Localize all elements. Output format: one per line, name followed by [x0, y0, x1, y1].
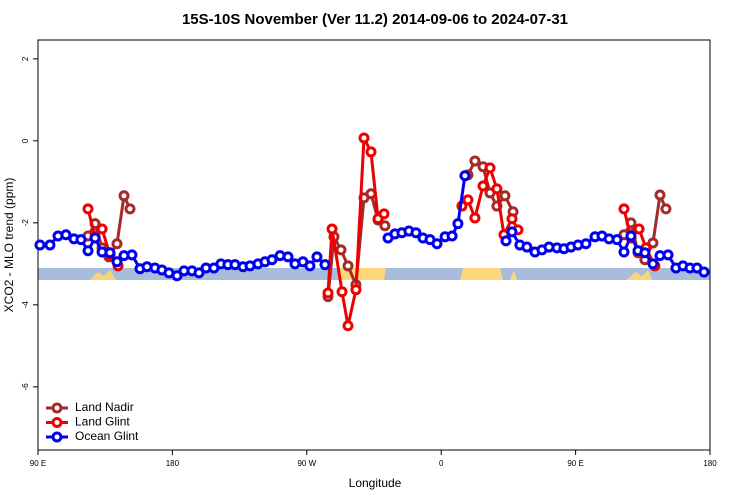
data-point — [477, 180, 489, 192]
data-point — [118, 190, 130, 202]
data-point — [266, 254, 278, 266]
data-point — [662, 249, 674, 261]
data-point — [342, 260, 354, 272]
data-point — [698, 266, 710, 278]
data-point — [44, 239, 56, 251]
data-point — [378, 208, 390, 220]
data-point — [365, 146, 377, 158]
legend-label: Ocean Glint — [75, 429, 139, 443]
data-point — [75, 234, 87, 246]
data-point — [618, 203, 630, 215]
data-point — [506, 226, 518, 238]
data-point — [618, 246, 630, 258]
x-tick-label: 180 — [703, 459, 717, 468]
data-point — [625, 230, 637, 242]
series-line — [86, 132, 657, 327]
data-point — [335, 244, 347, 256]
data-point — [319, 259, 331, 271]
x-tick-label: 0 — [439, 459, 444, 468]
data-point — [639, 247, 651, 259]
data-point — [111, 256, 123, 268]
data-point — [34, 239, 46, 251]
data-point — [431, 238, 443, 250]
y-tick-label: -6 — [21, 383, 30, 391]
data-point — [60, 229, 72, 241]
chart-title: 15S-10S November (Ver 11.2) 2014-09-06 t… — [182, 11, 568, 28]
data-point — [82, 245, 94, 257]
data-point — [484, 162, 496, 174]
y-tick-label: -2 — [21, 219, 30, 227]
data-point — [491, 183, 503, 195]
data-point — [82, 203, 94, 215]
data-point — [499, 190, 511, 202]
data-point — [126, 249, 138, 261]
data-point — [469, 155, 481, 167]
data-point — [580, 238, 592, 250]
data-point — [350, 284, 362, 296]
data-point — [660, 203, 672, 215]
legend-marker — [51, 431, 63, 443]
legend-marker — [51, 402, 63, 414]
data-point — [647, 258, 659, 270]
data-point — [459, 170, 471, 182]
data-point — [506, 213, 518, 225]
data-point — [654, 189, 666, 201]
plot-frame — [37, 39, 711, 451]
data-point — [633, 223, 645, 235]
data-point — [500, 235, 512, 247]
data-point — [462, 194, 474, 206]
y-tick-label: 2 — [21, 56, 30, 61]
data-point — [410, 227, 422, 239]
data-point — [611, 234, 623, 246]
data-point — [311, 251, 323, 263]
data-point — [104, 247, 116, 259]
data-point — [96, 223, 108, 235]
data-point — [336, 286, 348, 298]
legend-label: Land Glint — [75, 415, 130, 429]
data-point — [342, 320, 354, 332]
legend-marker — [51, 417, 63, 428]
data-point — [647, 237, 659, 249]
y-tick-label: -4 — [21, 301, 30, 309]
data-point — [193, 267, 205, 279]
y-axis-label: XCO2 - MLO trend (ppm) — [2, 178, 16, 313]
x-tick-label: 180 — [166, 459, 180, 468]
data-point — [446, 230, 458, 242]
legend-label: Land Nadir — [75, 400, 134, 414]
data-point — [322, 287, 334, 299]
x-tick-label: 90 E — [567, 459, 583, 468]
x-tick-label: 90 W — [297, 459, 316, 468]
data-point — [521, 241, 533, 253]
data-point — [89, 232, 101, 244]
data-point — [171, 270, 183, 282]
data-point — [469, 212, 481, 224]
data-point — [326, 223, 338, 235]
data-point — [452, 218, 464, 230]
data-point — [304, 260, 316, 272]
data-point — [379, 220, 391, 232]
data-point — [111, 238, 123, 250]
data-point — [124, 203, 136, 215]
x-axis-label: Longitude — [349, 476, 402, 490]
data-point — [282, 251, 294, 263]
data-point — [358, 132, 370, 144]
x-tick-label: 90 E — [30, 459, 46, 468]
y-tick-label: 0 — [21, 138, 30, 143]
